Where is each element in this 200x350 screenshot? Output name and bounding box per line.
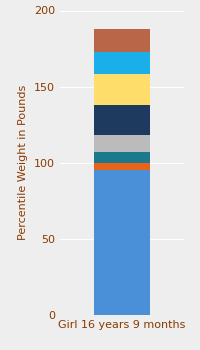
Y-axis label: Percentile Weight in Pounds: Percentile Weight in Pounds [18, 85, 28, 240]
Bar [94, 105, 150, 135]
Bar [94, 152, 150, 163]
Bar [94, 135, 150, 152]
Bar [94, 51, 150, 75]
Bar [94, 75, 150, 105]
Bar [94, 163, 150, 170]
Bar [94, 170, 150, 315]
Bar [94, 29, 150, 51]
